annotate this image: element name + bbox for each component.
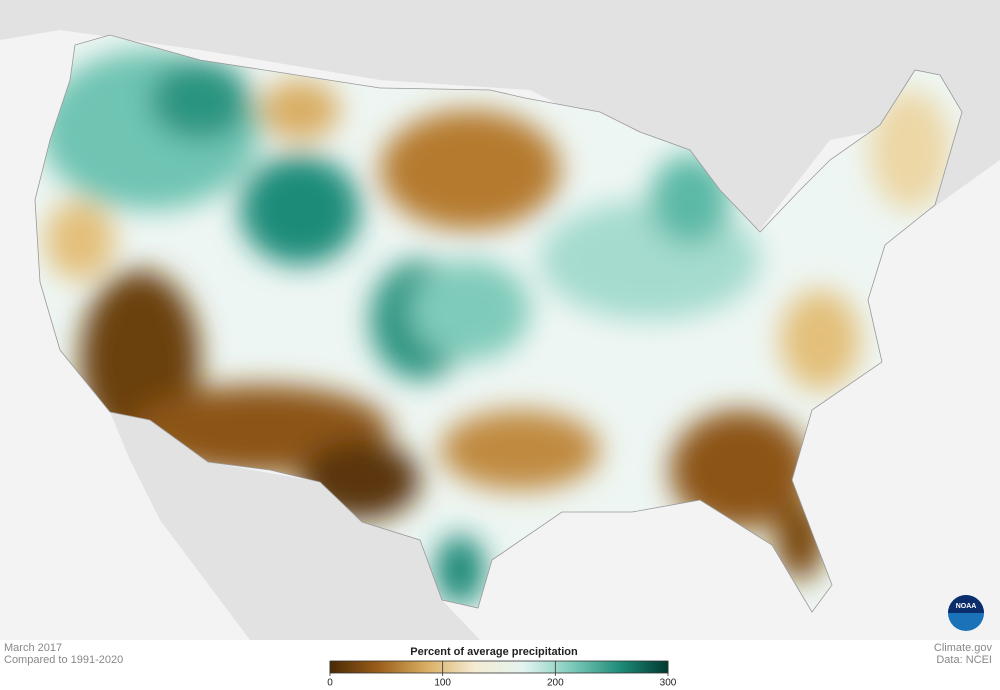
colorbar-tick-label: 100 <box>434 678 451 689</box>
colorbar-tick-label: 200 <box>547 678 564 689</box>
us-outline <box>34 34 963 613</box>
noaa-logo: NOAA <box>948 595 984 631</box>
logo-text: NOAA <box>956 603 977 610</box>
precipitation-map <box>40 50 950 605</box>
baseline: Compared to 1991-2020 <box>4 654 123 666</box>
colorbar-ramp <box>329 660 669 674</box>
colorbar: 0 100 200 300 <box>327 660 677 689</box>
map-field <box>40 50 950 605</box>
colorbar-tick-label: 0 <box>327 678 333 689</box>
source-data: Data: NCEI <box>936 654 992 666</box>
source-site: Climate.gov <box>934 642 993 654</box>
date: March 2017 <box>4 642 62 654</box>
canada <box>0 0 1000 230</box>
legend-title: Percent of average precipitation <box>410 646 578 658</box>
colorbar-tick-label: 300 <box>660 678 677 689</box>
logo-top <box>948 595 984 613</box>
mexico <box>110 412 480 640</box>
